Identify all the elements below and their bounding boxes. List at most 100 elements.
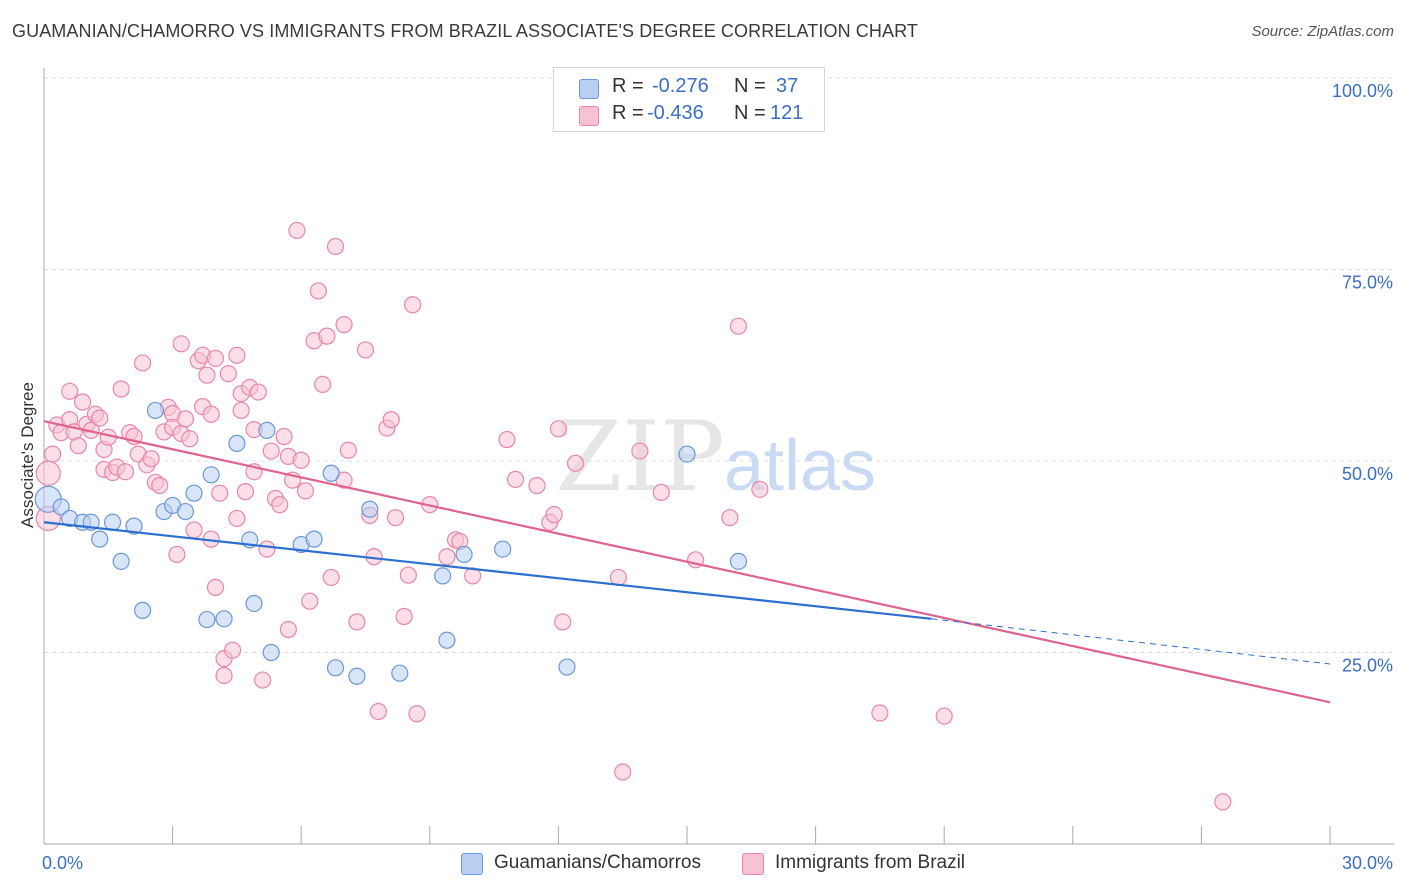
watermark: ZIP atlas <box>555 401 876 513</box>
legend-row-guamanian: R = -0.276 N = 37 <box>554 73 824 103</box>
brazil-point <box>566 454 585 472</box>
brazil-point <box>301 592 319 610</box>
legend-n-value: 121 <box>770 102 804 124</box>
brazil-point <box>271 496 289 514</box>
guamanian-point <box>729 552 748 570</box>
watermark-atlas: atlas <box>724 426 876 506</box>
brazil-point <box>399 566 417 584</box>
brazil-point <box>382 411 400 429</box>
brazil-point <box>112 380 130 398</box>
guamanian-point <box>103 513 122 531</box>
brazil-point <box>395 607 413 626</box>
guamanian-point <box>455 545 473 564</box>
brazil-point <box>318 327 336 345</box>
guamanian-point <box>322 464 340 482</box>
brazil-point <box>506 470 525 488</box>
bottom-legend-swatch-blue <box>461 853 483 875</box>
y-tick-label: 25.0% <box>1342 656 1393 676</box>
brazil-point <box>339 441 357 459</box>
guamanian-point <box>91 530 109 548</box>
brazil-point <box>408 705 426 723</box>
guamanian-point <box>361 500 379 518</box>
brazil-point <box>614 763 632 781</box>
guamanian-point <box>305 530 323 548</box>
brazil-point <box>631 442 649 460</box>
y-tick-label: 50.0% <box>1342 464 1393 484</box>
guamanian-point <box>215 610 233 628</box>
brazil-point <box>292 451 310 469</box>
x-tick-label: 0.0% <box>42 853 83 873</box>
brazil-point <box>35 460 61 486</box>
brazil-point <box>652 483 670 502</box>
guamanian-point <box>245 594 263 613</box>
brazil-point <box>219 365 237 383</box>
guamanian-point <box>52 498 70 516</box>
correlation-legend: R = -0.276 N = 37 R = -0.436 N = 121 <box>553 67 825 132</box>
legend-r-value: -0.276 <box>652 75 709 97</box>
brazil-point <box>258 540 276 558</box>
brazil-point <box>404 296 422 314</box>
chart-source: Source: ZipAtlas.com <box>1251 23 1394 40</box>
brazil-point <box>528 476 546 495</box>
brazil-point <box>91 409 109 427</box>
brazil-point <box>348 613 366 631</box>
brazil-point <box>314 375 332 393</box>
brazil-point <box>73 393 92 411</box>
guamanian-trend-extension <box>931 618 1331 665</box>
brazil-point <box>438 548 456 566</box>
guamanian-point <box>146 401 165 420</box>
bottom-legend-swatch-pink <box>742 853 764 875</box>
brazil-point <box>142 450 160 468</box>
bottom-legend-label: Guamanians/Chamorros <box>494 852 701 873</box>
guamanian-point <box>125 517 143 535</box>
brazil-point <box>206 349 225 367</box>
brazil-point <box>211 484 229 502</box>
brazil-point <box>871 704 889 722</box>
chart-title: GUAMANIAN/CHAMORRO VS IMMIGRANTS FROM BR… <box>12 21 918 41</box>
brazil-point <box>215 666 233 685</box>
brazil-point <box>356 341 375 359</box>
brazil-trend-line <box>43 420 1331 704</box>
guamanian-point <box>133 601 152 619</box>
y-tick-label: 75.0% <box>1342 273 1393 293</box>
brazil-point <box>554 613 572 631</box>
brazil-point <box>206 578 225 596</box>
brazil-point <box>322 568 340 587</box>
brazil-point <box>275 427 293 446</box>
brazil-point <box>369 702 387 721</box>
brazil-point <box>249 383 267 401</box>
axes: 25.0% 50.0% 75.0% 100.0% 0.0% 30.0% <box>42 68 1394 873</box>
guamanian-point <box>185 484 203 502</box>
brazil-point <box>116 463 135 481</box>
grid-lines <box>44 77 1394 653</box>
y-axis-label: Associate's Degree <box>18 382 37 528</box>
brazil-point <box>133 354 152 372</box>
brazil-point <box>498 430 516 449</box>
y-tick-label: 100.0% <box>1332 81 1393 101</box>
brazil-point <box>1214 793 1232 811</box>
brazil-point <box>279 620 297 639</box>
brazil-point <box>61 382 79 400</box>
brazil-point <box>386 509 405 527</box>
brazil-point <box>181 430 199 448</box>
brazil-point <box>609 568 628 587</box>
guamanian-point <box>326 659 345 677</box>
guamanian-point <box>262 643 280 662</box>
guamanian-point <box>258 421 276 439</box>
guamanian-point <box>112 552 130 570</box>
guamanian-point <box>438 631 456 649</box>
legend-n-label: N = <box>734 75 766 97</box>
brazil-point <box>228 509 246 528</box>
brazil-point <box>43 445 62 463</box>
guamanian-point <box>494 540 512 558</box>
brazil-point <box>262 442 280 460</box>
legend-swatch-pink <box>579 106 599 126</box>
guamanian-point <box>198 610 216 629</box>
brazil-point <box>198 366 216 384</box>
trend-lines <box>43 420 1331 704</box>
brazil-point <box>232 401 250 420</box>
brazil-point <box>176 410 195 428</box>
guamanian-point <box>678 445 696 463</box>
guamanian-point <box>228 434 246 452</box>
